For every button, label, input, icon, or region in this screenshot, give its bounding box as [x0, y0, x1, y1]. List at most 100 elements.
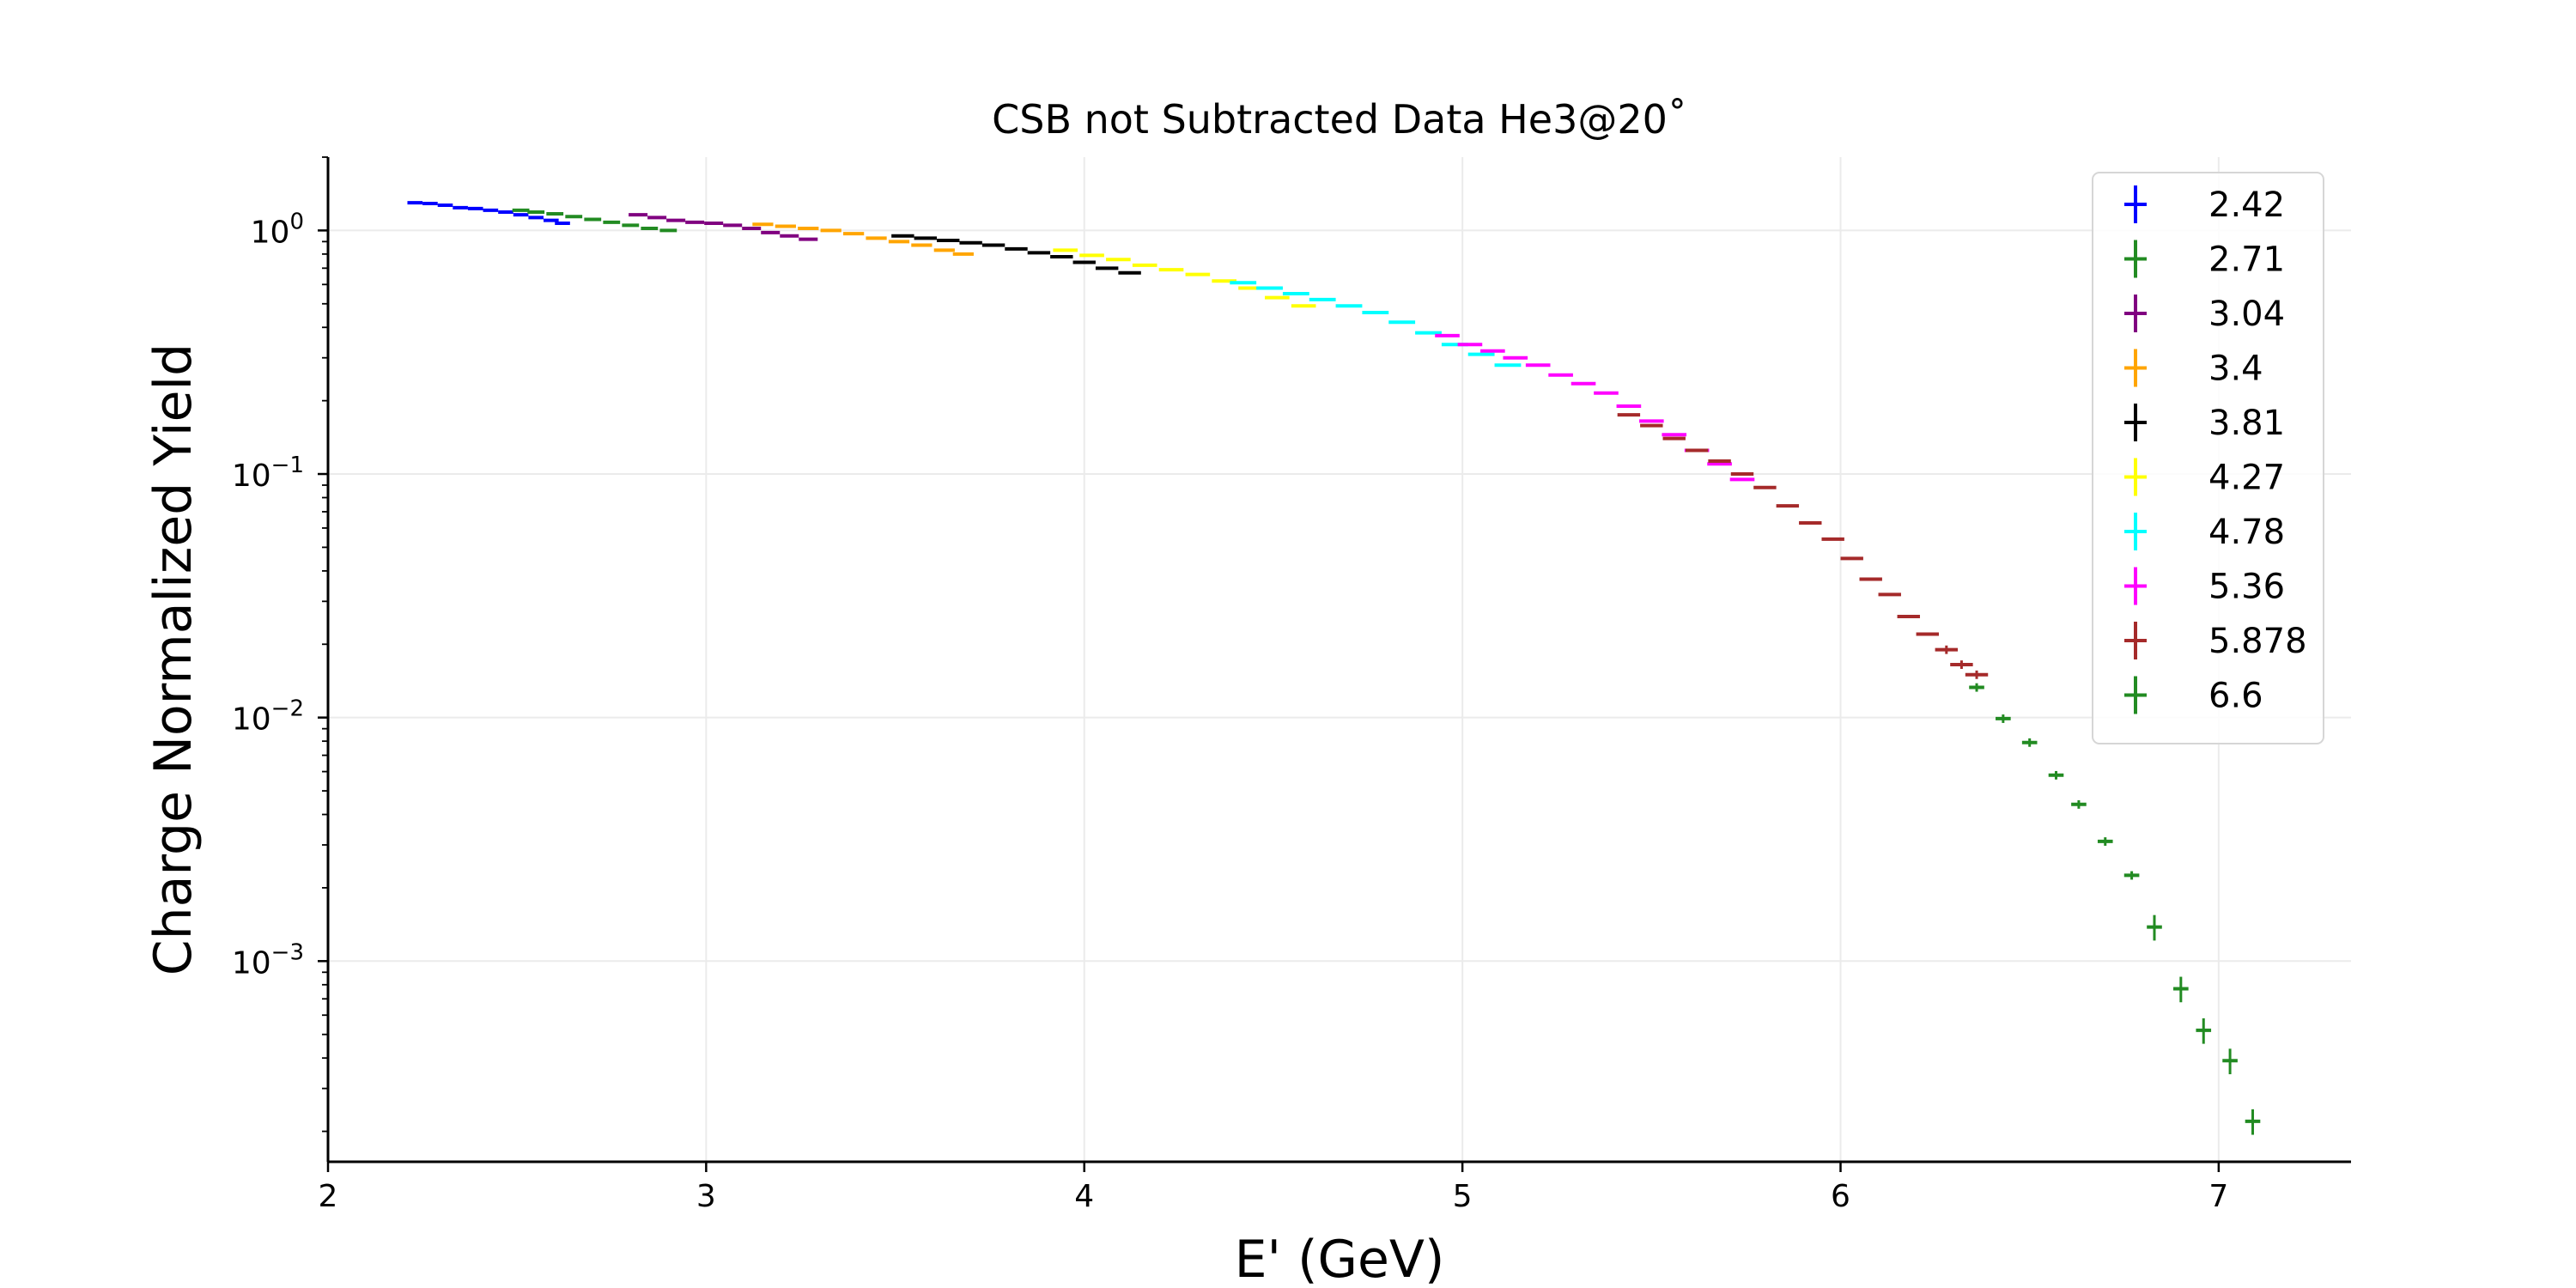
data-point: [1638, 419, 1664, 423]
series-2.42: [407, 201, 570, 226]
data-point: [685, 220, 705, 224]
axis-ticks: 2 3 4 5 6 7 100 10−1 10−2 10−3: [232, 156, 2228, 1214]
legend-box: [2092, 172, 2324, 744]
legend-item-2.42[interactable]: 2.42: [2124, 185, 2285, 225]
data-point: [1291, 304, 1316, 308]
data-point: [843, 232, 865, 236]
legend-item-3.81[interactable]: 3.81: [2124, 404, 2285, 443]
data-point: [761, 230, 781, 234]
data-point: [2123, 871, 2140, 880]
data-point: [1132, 263, 1157, 267]
data-point: [2173, 976, 2189, 1003]
data-point: [1594, 391, 1619, 395]
data-point: [1840, 556, 1863, 561]
series-3.4: [752, 222, 974, 256]
data-point: [1282, 292, 1309, 296]
data-point: [1799, 520, 1822, 525]
data-point: [1079, 253, 1104, 258]
legend-item-5.878[interactable]: 5.878: [2124, 622, 2307, 661]
legend[interactable]: 2.42 2.71 3.04 3.4 3.81 4.27 4.78 5.36 5.878 6.6: [2092, 172, 2324, 744]
legend-item-2.71[interactable]: 2.71: [2124, 240, 2285, 280]
legend-marker: [2124, 240, 2147, 278]
legend-marker: [2124, 404, 2147, 441]
data-point: [629, 213, 648, 217]
data-point: [622, 223, 640, 228]
chart-title: CSB not Subtracted Data He3@20˚: [992, 96, 1687, 143]
data-point: [775, 224, 796, 228]
data-point: [1480, 349, 1505, 353]
data-point: [891, 234, 914, 238]
data-point: [1256, 286, 1283, 290]
data-point: [1878, 592, 1901, 597]
series-4.78: [1230, 281, 1522, 368]
data-point: [2021, 738, 2038, 747]
legend-label: 3.04: [2208, 295, 2285, 334]
data-point: [1571, 381, 1596, 386]
data-point: [1935, 645, 1959, 654]
data-point: [1118, 270, 1141, 275]
data-point: [1662, 433, 1687, 437]
legend-item-6.6[interactable]: 6.6: [2124, 676, 2263, 716]
data-point: [959, 240, 982, 245]
data-point: [1776, 504, 1800, 508]
data-point: [1640, 423, 1663, 428]
data-point: [1685, 448, 1709, 453]
data-point: [647, 216, 667, 220]
legend-label: 4.27: [2208, 459, 2285, 498]
legend-label: 4.78: [2208, 513, 2285, 552]
data-point: [820, 228, 841, 233]
data-point: [1950, 660, 1973, 670]
legend-item-5.36[interactable]: 5.36: [2124, 567, 2285, 607]
legend-item-4.27[interactable]: 4.27: [2124, 458, 2285, 498]
data-point: [888, 240, 910, 244]
data-point: [1457, 343, 1483, 347]
legend-item-3.4[interactable]: 3.4: [2124, 349, 2263, 389]
data-point: [1053, 248, 1078, 252]
data-point: [2196, 1018, 2212, 1044]
y-tick-label: 10−1: [232, 453, 304, 494]
series-4.27: [1053, 248, 1316, 308]
data-point: [2048, 770, 2064, 780]
legend-marker: [2124, 185, 2147, 223]
data-point: [513, 213, 529, 217]
data-point: [1158, 268, 1184, 272]
data-point: [1467, 352, 1495, 356]
data-point: [866, 236, 887, 240]
data-point: [1707, 462, 1732, 466]
legend-label: 5.36: [2208, 568, 2285, 607]
x-tick-label: 6: [1831, 1179, 1850, 1214]
data-point: [1616, 404, 1642, 408]
series-6.6: [1969, 683, 2261, 1135]
data-point: [1072, 260, 1096, 264]
data-point: [1265, 295, 1290, 300]
data-point: [498, 210, 513, 214]
series-5.878: [1617, 413, 1989, 679]
data-point: [798, 226, 819, 230]
data-point: [1859, 577, 1882, 581]
data-point: [1730, 472, 1754, 477]
data-point: [952, 252, 974, 256]
data-point: [704, 222, 724, 226]
data-point: [752, 222, 774, 227]
y-tick-label: 10−2: [232, 696, 304, 738]
y-tick-label: 10−3: [232, 939, 304, 981]
data-point: [1388, 320, 1416, 325]
data-point: [937, 239, 960, 243]
data-point: [2147, 914, 2162, 941]
series-3.04: [629, 213, 818, 241]
data-point: [1212, 279, 1236, 283]
legend-item-3.04[interactable]: 3.04: [2124, 295, 2285, 334]
legend-item-4.78[interactable]: 4.78: [2124, 513, 2285, 552]
legend-label: 2.71: [2208, 240, 2285, 280]
data-point: [914, 236, 938, 240]
data-point: [1708, 459, 1731, 463]
data-point: [1027, 251, 1051, 255]
data-point: [407, 201, 423, 205]
data-point: [1525, 363, 1551, 368]
data-point: [1821, 537, 1844, 541]
data-point: [1965, 670, 1989, 679]
data-point: [1309, 297, 1336, 301]
data-point: [659, 228, 677, 233]
data-point: [742, 226, 762, 230]
data-point: [437, 203, 453, 207]
